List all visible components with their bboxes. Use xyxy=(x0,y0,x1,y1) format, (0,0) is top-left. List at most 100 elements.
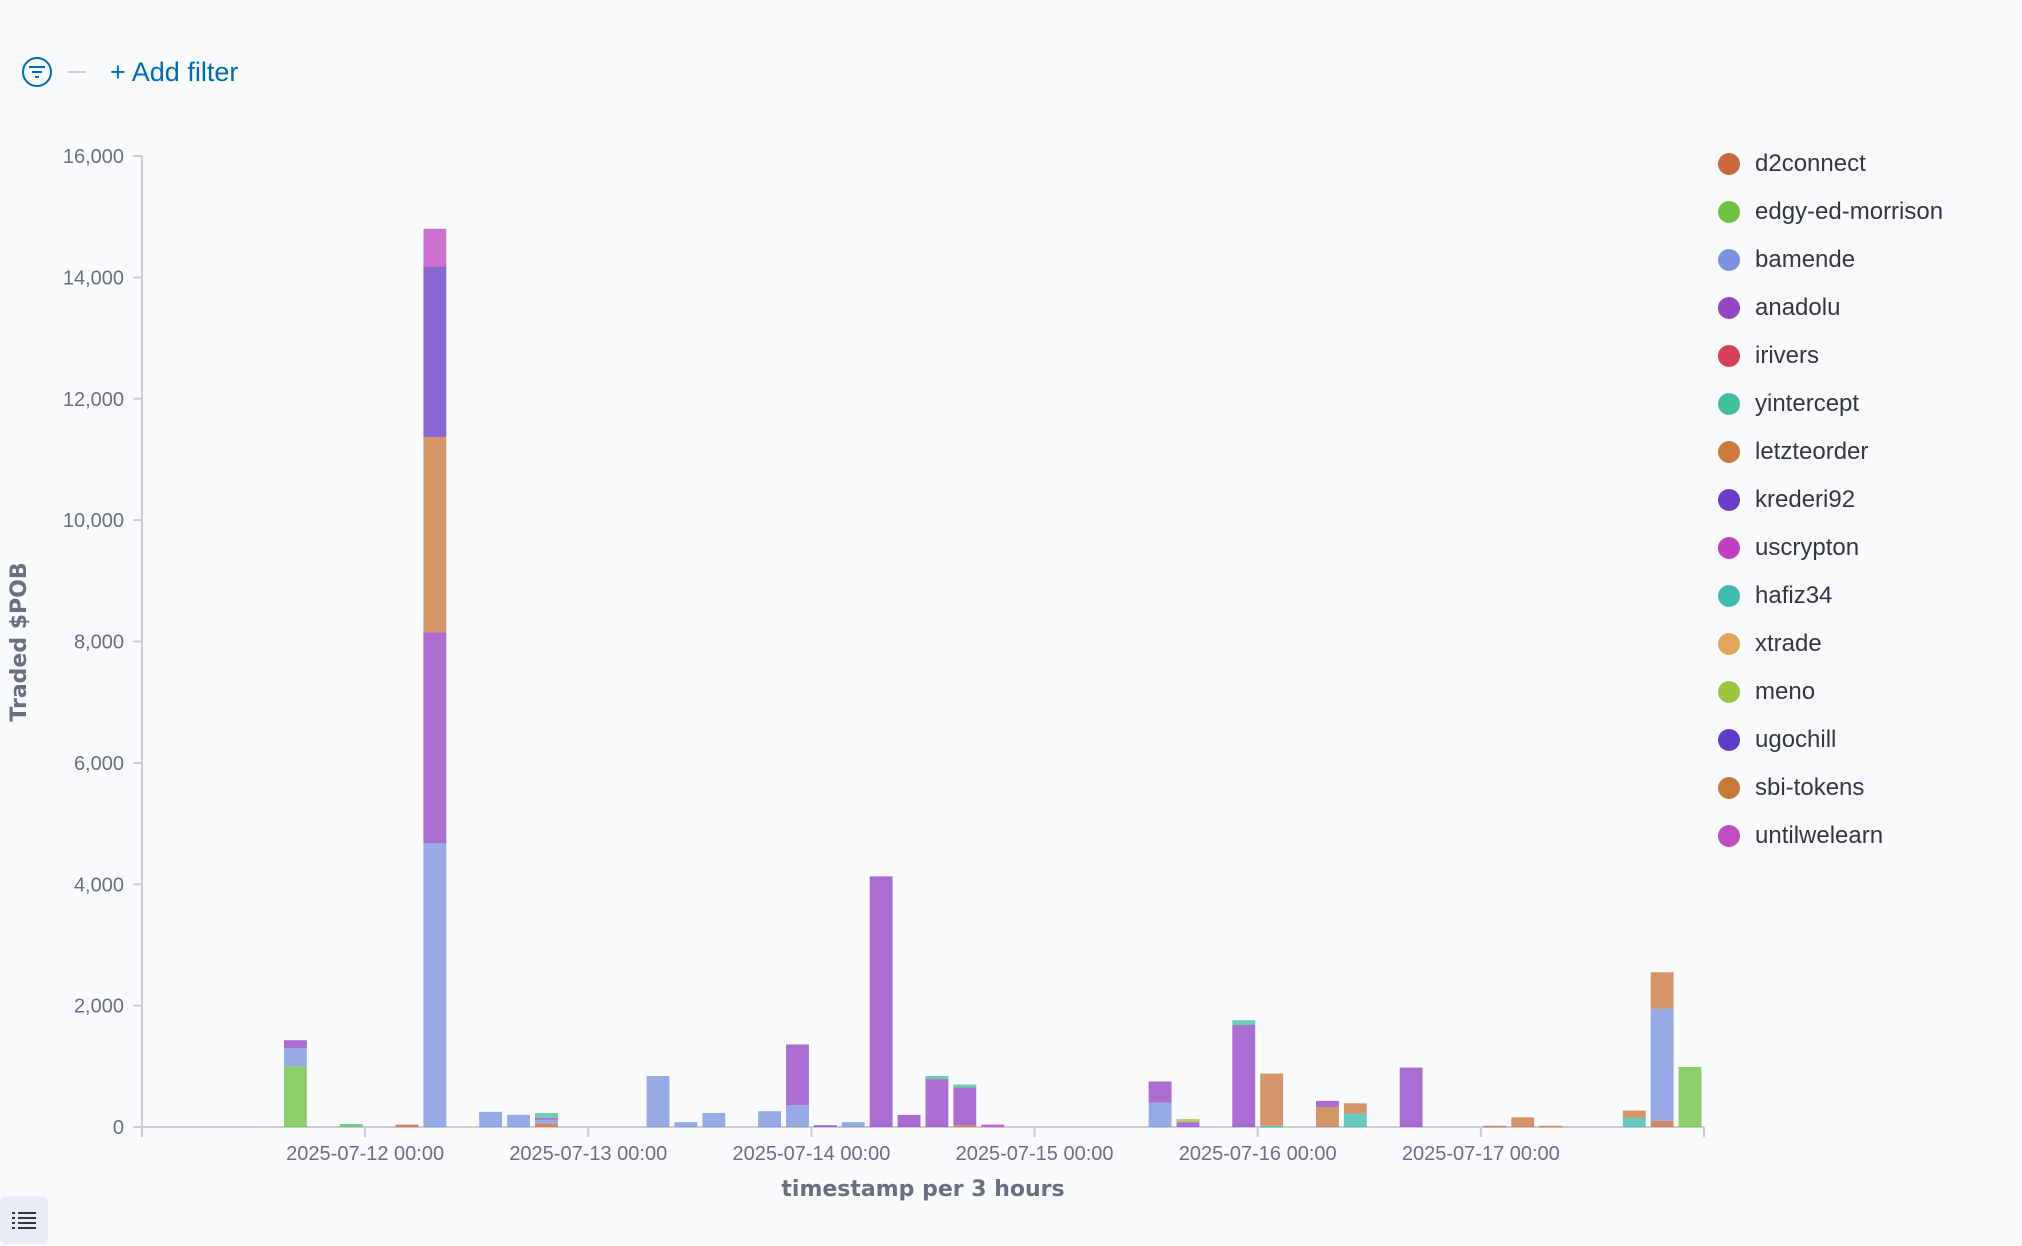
legend-item-hafiz34[interactable]: hafiz34 xyxy=(1718,572,1943,620)
bar-segment-meno[interactable] xyxy=(1176,1119,1200,1123)
chart-legend: d2connect edgy-ed-morrison bamende anadolu i… xyxy=(1718,140,1943,860)
bar-segment-letzteorder[interactable] xyxy=(1511,1117,1535,1127)
x-tick-label: 2025-07-14 00:00 xyxy=(732,1143,890,1165)
legend-item-anadolu[interactable]: anadolu xyxy=(1718,284,1943,332)
bar-segment-anadolu[interactable] xyxy=(786,1044,809,1106)
legend-swatch xyxy=(1718,777,1740,799)
legend-label: letzteorder xyxy=(1755,438,1869,465)
bar-segment-bamende[interactable] xyxy=(1148,1102,1172,1127)
bar-segment-yintercept[interactable] xyxy=(1232,1020,1256,1026)
y-tick-label: 8,000 xyxy=(74,632,124,654)
y-tick-label: 2,000 xyxy=(74,996,124,1018)
bar-segment-anadolu[interactable] xyxy=(535,1117,558,1120)
bar-segment-anadolu[interactable] xyxy=(869,876,893,1127)
bar-segment-bamende[interactable] xyxy=(535,1119,558,1124)
bar-segment-anadolu[interactable] xyxy=(1148,1081,1172,1103)
legend-swatch xyxy=(1718,729,1740,751)
bar-segment-anadolu[interactable] xyxy=(897,1114,921,1127)
x-tick-label: 2025-07-16 00:00 xyxy=(1179,1143,1337,1165)
bar-segment-d2connect[interactable] xyxy=(1483,1125,1507,1128)
bar-segment-hafiz34[interactable] xyxy=(1622,1117,1646,1127)
legend-label: edgy-ed-morrison xyxy=(1755,198,1944,225)
bar-segment-letzteorder[interactable] xyxy=(1343,1103,1367,1114)
bar-segment-letzteorder[interactable] xyxy=(1539,1125,1563,1128)
x-tick-label: 2025-07-12 00:00 xyxy=(286,1143,444,1165)
bar-segment-bamende[interactable] xyxy=(702,1113,726,1127)
bar-segment-d2connect[interactable] xyxy=(953,1125,977,1127)
x-tick-label: 2025-07-17 00:00 xyxy=(1402,1143,1560,1165)
bar-segment-anadolu[interactable] xyxy=(1399,1067,1423,1127)
x-tick-label: 2025-07-13 00:00 xyxy=(509,1143,667,1165)
bar-segment-bamende[interactable] xyxy=(786,1105,809,1127)
bar-segment-d2connect[interactable] xyxy=(535,1123,558,1127)
bar-segment-hafiz34[interactable] xyxy=(1343,1113,1367,1127)
bar-segment-d2connect[interactable] xyxy=(1650,1120,1674,1127)
filter-icon[interactable] xyxy=(22,57,52,87)
legend-label: sbi-tokens xyxy=(1755,774,1865,801)
legend-item-irivers[interactable]: irivers xyxy=(1718,332,1943,380)
bar-segment-anadolu[interactable] xyxy=(1232,1025,1256,1127)
bar-segment-anadolu[interactable] xyxy=(283,1040,307,1049)
bar-segment-uscrypton[interactable] xyxy=(981,1124,1005,1127)
y-tick-label: 0 xyxy=(113,1117,124,1139)
legend-item-meno[interactable]: meno xyxy=(1718,668,1943,716)
list-icon[interactable] xyxy=(0,1196,48,1244)
legend-swatch xyxy=(1718,201,1740,223)
add-filter-button[interactable]: + Add filter xyxy=(110,56,239,87)
legend-item-edgy-ed-morrison[interactable]: edgy-ed-morrison xyxy=(1718,188,1943,236)
legend-swatch xyxy=(1718,297,1740,319)
bar-segment-anadolu[interactable] xyxy=(1316,1100,1339,1107)
bar-segment-krederi92[interactable] xyxy=(423,266,447,437)
bar-segment-bamende[interactable] xyxy=(646,1076,670,1127)
bar-segment-yintercept[interactable] xyxy=(953,1084,977,1088)
bar-segment-untilwelearn[interactable] xyxy=(423,228,447,267)
bar-segment-anadolu[interactable] xyxy=(813,1125,837,1127)
bar-segment-edgy-ed-morrison[interactable] xyxy=(283,1066,307,1127)
bar-segment-letzteorder[interactable] xyxy=(423,436,447,633)
bar-segment-yintercept[interactable] xyxy=(535,1113,558,1118)
legend-item-xtrade[interactable]: xtrade xyxy=(1718,620,1943,668)
bar-segment-bamende[interactable] xyxy=(507,1114,530,1127)
legend-swatch xyxy=(1718,249,1740,271)
legend-item-krederi92[interactable]: krederi92 xyxy=(1718,476,1943,524)
legend-item-sbi-tokens[interactable]: sbi-tokens xyxy=(1718,764,1943,812)
bar-segment-edgy-ed-morrison[interactable] xyxy=(1678,1066,1702,1127)
legend-swatch xyxy=(1718,681,1740,703)
bar-segment-anadolu[interactable] xyxy=(1176,1122,1200,1127)
legend-label: anadolu xyxy=(1755,294,1841,321)
bar-segment-anadolu[interactable] xyxy=(953,1087,977,1126)
bar-segment-bamende[interactable] xyxy=(1650,1008,1674,1121)
bar-segment-bamende[interactable] xyxy=(283,1048,307,1067)
legend-label: irivers xyxy=(1755,342,1819,369)
x-axis: 2025-07-12 00:00 2025-07-13 00:00 2025-07-… xyxy=(141,1126,1705,1165)
legend-item-untilwelearn[interactable]: untilwelearn xyxy=(1718,812,1943,860)
legend-item-d2connect[interactable]: d2connect xyxy=(1718,140,1943,188)
bar-segment-anadolu[interactable] xyxy=(423,632,447,843)
bar-segment-letzteorder[interactable] xyxy=(1650,972,1674,1009)
y-tick-label: 6,000 xyxy=(74,753,124,775)
legend-swatch xyxy=(1718,537,1740,559)
legend-item-ugochill[interactable]: ugochill xyxy=(1718,716,1943,764)
bar-segment-yintercept[interactable] xyxy=(339,1123,363,1126)
bar-segment-d2connect[interactable] xyxy=(395,1124,419,1127)
legend-label: d2connect xyxy=(1755,150,1866,177)
bar-segment-edgy-ed-morrison[interactable] xyxy=(339,1125,363,1127)
legend-item-yintercept[interactable]: yintercept xyxy=(1718,380,1943,428)
legend-label: uscrypton xyxy=(1755,534,1860,561)
bar-segment-letzteorder[interactable] xyxy=(1316,1106,1339,1127)
bar-segment-letzteorder[interactable] xyxy=(1260,1073,1284,1126)
legend-item-letzteorder[interactable]: letzteorder xyxy=(1718,428,1943,476)
bar-segment-bamende[interactable] xyxy=(423,842,447,1127)
bar-segment-bamende[interactable] xyxy=(758,1111,782,1127)
bar-segment-bamende[interactable] xyxy=(479,1111,503,1127)
bar-segment-anadolu[interactable] xyxy=(925,1079,949,1127)
legend-item-uscrypton[interactable]: uscrypton xyxy=(1718,524,1943,572)
bar-segment-yintercept[interactable] xyxy=(925,1076,949,1080)
bar-segment-letzteorder[interactable] xyxy=(1622,1110,1646,1118)
legend-label: bamende xyxy=(1755,246,1856,273)
bar-segment-bamende[interactable] xyxy=(841,1122,865,1127)
bar-segment-hafiz34[interactable] xyxy=(1260,1125,1284,1128)
bar-segment-bamende[interactable] xyxy=(674,1122,698,1127)
legend-item-bamende[interactable]: bamende xyxy=(1718,236,1943,284)
legend-swatch xyxy=(1718,441,1740,463)
